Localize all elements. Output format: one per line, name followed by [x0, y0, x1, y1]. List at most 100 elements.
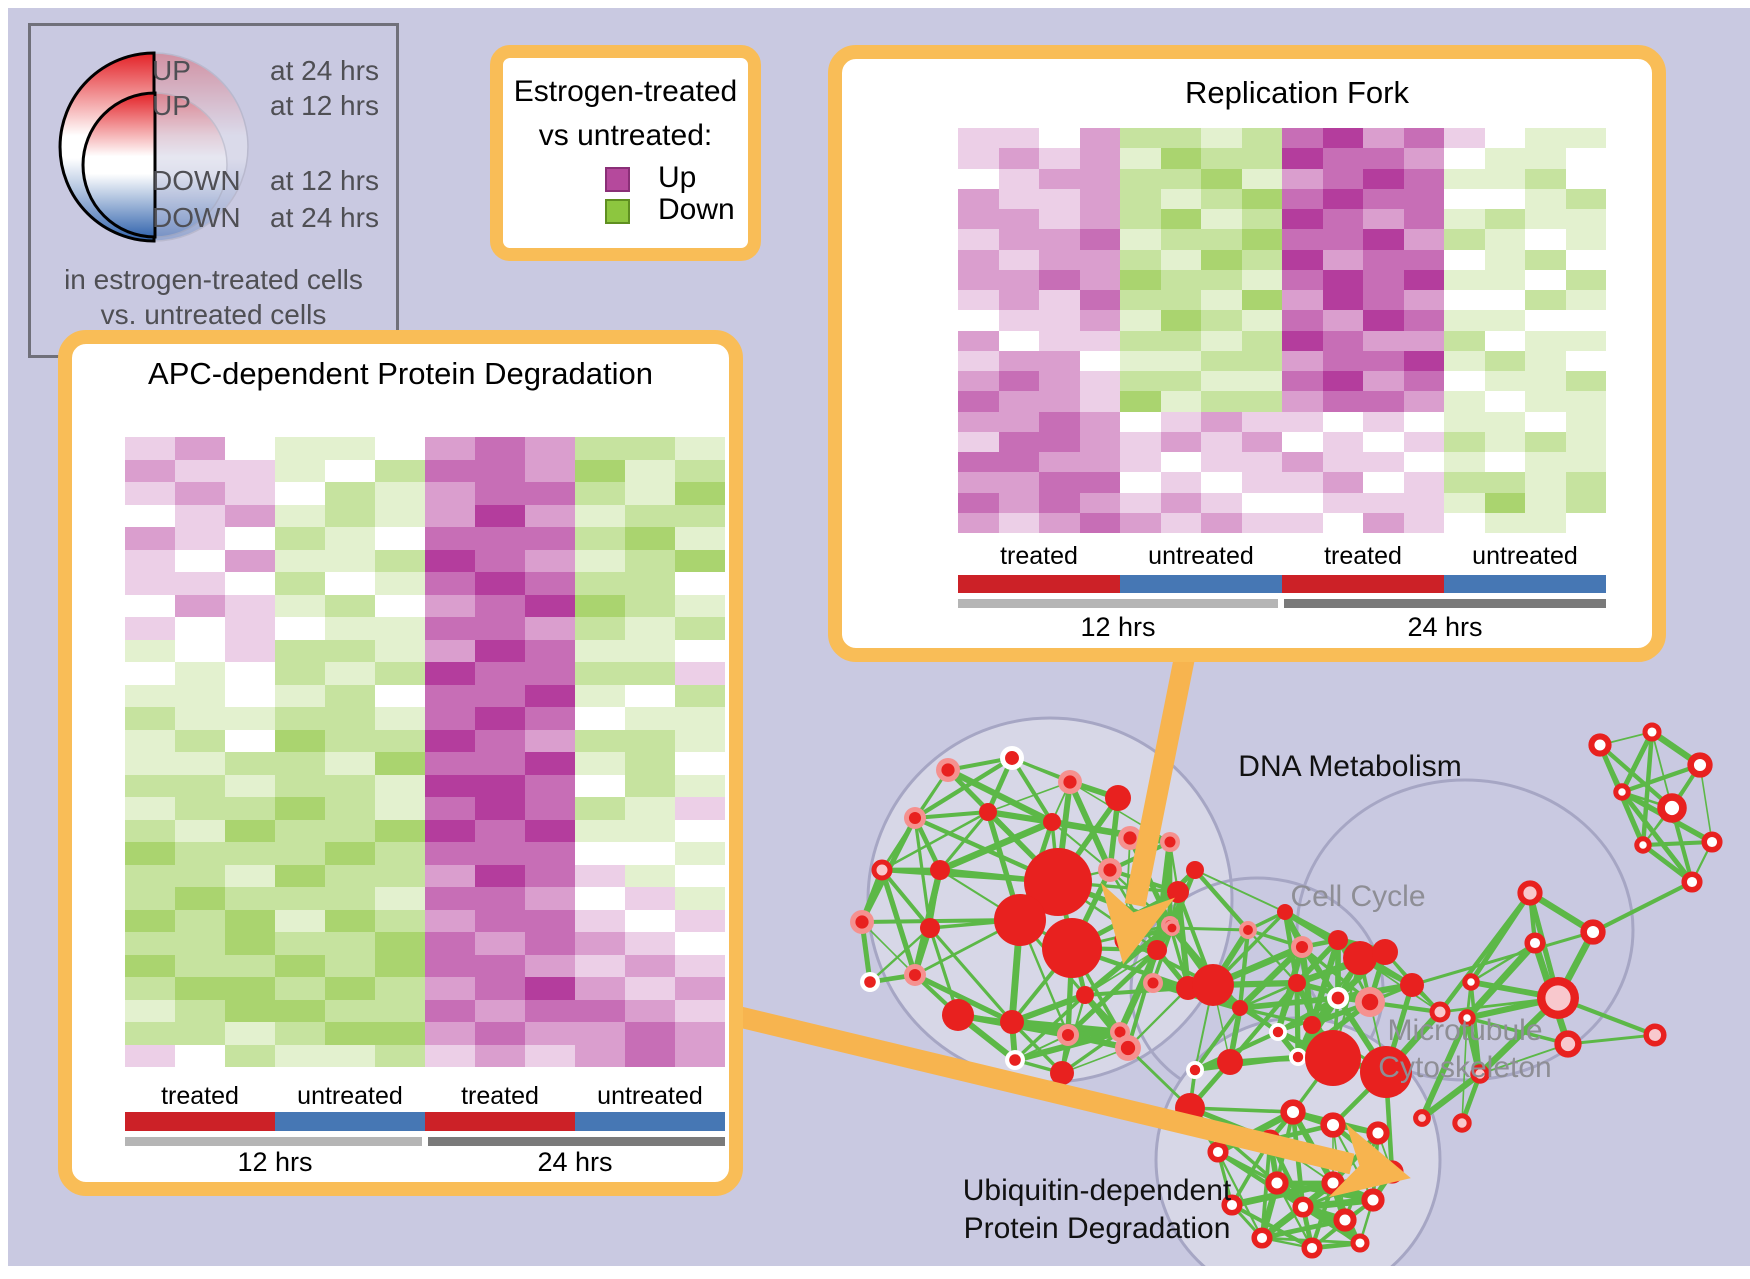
apc-treated-bar-12 [125, 1112, 275, 1131]
heatmap-cell [1444, 168, 1485, 189]
heatmap-cell [525, 482, 575, 505]
heatmap-cell [1525, 492, 1566, 513]
heatmap-cell [1363, 391, 1404, 412]
heatmap-cell [575, 504, 625, 527]
heatmap-cell [1241, 350, 1282, 371]
heatmap-cell [1120, 350, 1161, 371]
heatmap-cell [575, 842, 625, 865]
heatmap-cell [1079, 310, 1120, 331]
heatmap-cell [1525, 452, 1566, 473]
heatmap-cell [325, 527, 375, 550]
heatmap-cell [175, 954, 225, 977]
heatmap-cell [325, 842, 375, 865]
heatmap-cell [1444, 148, 1485, 169]
heatmap-cell [625, 932, 675, 955]
heatmap-cell [225, 504, 275, 527]
heatmap-cell [1565, 249, 1606, 270]
heatmap-cell [175, 639, 225, 662]
heatmap-cell [175, 819, 225, 842]
heatmap-cell [325, 482, 375, 505]
heatmap-cell [325, 1022, 375, 1045]
heatmap-cell [1079, 188, 1120, 209]
up-swatch-label: Up [658, 161, 697, 194]
heatmap-cell [425, 572, 475, 595]
heatmap-cell [375, 549, 425, 572]
heatmap-cell [1039, 350, 1080, 371]
apc-24hrs-bar [428, 1137, 725, 1146]
heatmap-cell [1160, 229, 1201, 250]
heatmap-cell [998, 452, 1039, 473]
heatmap-cell [1525, 209, 1566, 230]
heatmap-cell [575, 527, 625, 550]
heatmap-cell [1201, 148, 1242, 169]
heatmap-cell [525, 729, 575, 752]
heatmap-cell [625, 797, 675, 820]
heatmap-cell [1079, 209, 1120, 230]
heatmap-cell [325, 684, 375, 707]
heatmap-cell [575, 459, 625, 482]
heatmap-cell [1241, 290, 1282, 311]
heatmap-cell [325, 459, 375, 482]
heatmap-cell [425, 999, 475, 1022]
label-dna-metabolism: DNA Metabolism [1238, 750, 1462, 783]
heatmap-cell [1282, 452, 1323, 473]
heatmap-cell [475, 954, 525, 977]
heatmap-cell [225, 977, 275, 1000]
heatmap-cell [1363, 452, 1404, 473]
heatmap-cell [325, 549, 375, 572]
heatmap-cell [475, 504, 525, 527]
heatmap-cell [125, 459, 175, 482]
rf-24hrs-bar [1284, 599, 1606, 608]
label-ubiquitin-degradation: Ubiquitin-dependent Protein Degradation [952, 1172, 1242, 1248]
heatmap-cell [1282, 269, 1323, 290]
heatmap-cell [575, 707, 625, 730]
heatmap-cell [175, 1022, 225, 1045]
heatmap-cell [1160, 472, 1201, 493]
heatmap-cell [1444, 391, 1485, 412]
heatmap-cell [475, 752, 525, 775]
heatmap-cell [1403, 269, 1444, 290]
heatmap-cell [275, 752, 325, 775]
heatmap-cell [1363, 229, 1404, 250]
heatmap-cell [325, 617, 375, 640]
heatmap-cell [1525, 411, 1566, 432]
heatmap-cell [125, 594, 175, 617]
heatmap-cell [1201, 310, 1242, 331]
heatmap-cell [375, 954, 425, 977]
heatmap-cell [275, 617, 325, 640]
heatmap-cell [675, 977, 725, 1000]
heatmap-cell [1403, 168, 1444, 189]
heatmap-cell [125, 707, 175, 730]
heatmap-cell [1160, 188, 1201, 209]
arrow-apc-to-ubiquitin [687, 994, 1411, 1198]
heatmap-cell [625, 594, 675, 617]
heatmap-cell [375, 684, 425, 707]
heatmap-cell [325, 504, 375, 527]
heatmap-cell [1363, 168, 1404, 189]
heatmap-cell [1120, 188, 1161, 209]
heatmap-cell [1363, 209, 1404, 230]
heatmap-cell [1241, 310, 1282, 331]
heatmap-cell [1484, 310, 1525, 331]
heatmap-cell [1120, 512, 1161, 533]
heatmap-cell [958, 249, 999, 270]
heatmap-cell [1282, 391, 1323, 412]
heatmap-cell [375, 887, 425, 910]
heatmap-cell [225, 594, 275, 617]
heatmap-cell [425, 774, 475, 797]
heatmap-cell [525, 842, 575, 865]
heatmap-cell [1322, 452, 1363, 473]
heatmap-cell [625, 504, 675, 527]
heatmap-cell [325, 594, 375, 617]
heatmap-cell [1444, 411, 1485, 432]
heatmap-cell [1282, 249, 1323, 270]
heatmap-cell [1363, 512, 1404, 533]
heatmap-cell [275, 594, 325, 617]
heatmap-cell [1484, 492, 1525, 513]
heatmap-cell [1565, 472, 1606, 493]
apc-untreated-bar-12 [275, 1112, 425, 1131]
heatmap-cell [1444, 371, 1485, 392]
estrogen-legend-title-line1: Estrogen-treated [513, 75, 738, 108]
heatmap-cell [175, 752, 225, 775]
